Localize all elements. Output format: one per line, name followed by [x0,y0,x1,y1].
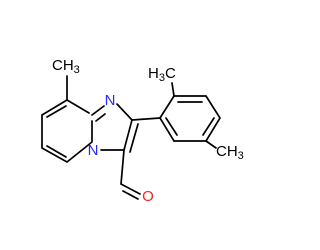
molecule: CH3 N N O H3C CH3 [41,57,244,205]
methyl-bonds [171,82,217,149]
aldehyde-bonds [120,149,141,200]
atom-label: N [88,142,99,159]
atom-label: H3C [148,65,176,84]
atom-label: O [142,188,154,205]
atom-label: CH3 [216,143,244,162]
atom-label: N [105,92,116,109]
bonds [41,75,222,200]
aryl-link [131,117,161,121]
atom-label: CH3 [52,57,80,76]
pyridine-bonds [41,99,93,164]
pyridine-double [46,105,93,158]
imidazole-bonds [91,103,139,153]
phenyl-double [165,101,215,136]
page: {"atoms": { "methyl_top": {"label": "CH"… [41,56,244,205]
